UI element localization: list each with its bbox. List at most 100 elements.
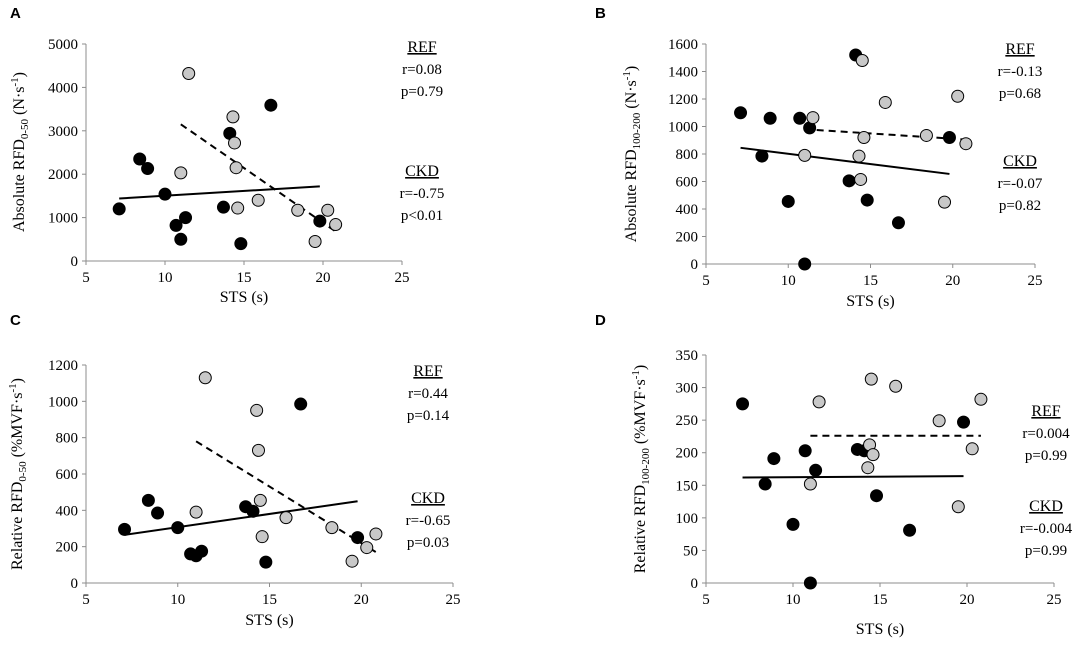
panel-c-ckd-point xyxy=(151,506,165,520)
panel-a-ref-heading: REF xyxy=(407,39,436,56)
panel-c-y-tick-label: 600 xyxy=(56,467,79,483)
panel-c-ref-point xyxy=(369,527,383,541)
panel-a-ref-stat: p=0.79 xyxy=(401,84,443,100)
panel-b-y-tick-label: 1000 xyxy=(668,120,698,136)
panel-a-x-tick-label: 20 xyxy=(316,270,331,286)
panel-d-ref-point xyxy=(812,395,826,409)
panel-d-y-tick-label: 50 xyxy=(683,543,698,559)
panel-b-y-tick-label: 200 xyxy=(676,230,699,246)
panel-b-ckd-point xyxy=(942,131,956,144)
panel-b-ref-point xyxy=(938,195,952,209)
panel-c-ckd-point xyxy=(246,504,260,518)
panel-b-ref-point xyxy=(959,137,973,151)
panel-b-ref-point xyxy=(855,54,869,67)
panel-d-y-tick-label: 100 xyxy=(676,511,699,527)
panel-d-ckd-stat: r=-0.004 xyxy=(1020,521,1073,537)
panel-a-y-tick-label: 1000 xyxy=(48,211,78,227)
panel-c-ref-stat: r=0.44 xyxy=(408,386,448,402)
panel-d-y-axis-title: Relative RFD100-200 (%MVF·s-1) xyxy=(630,365,652,574)
panel-d-x-tick-label: 25 xyxy=(1047,592,1062,608)
panel-b-ref-trend-line xyxy=(804,128,966,141)
panel-c-ckd-stat: r=-0.65 xyxy=(406,513,451,529)
panel-b-y-tick-label: 800 xyxy=(676,147,699,163)
panel-b-ckd-stat: r=-0.07 xyxy=(998,176,1043,192)
panel-c-x-tick-label: 10 xyxy=(170,592,185,608)
panel-b-ckd-point xyxy=(891,216,905,230)
panel-b-x-axis-title: STS (s) xyxy=(846,293,894,310)
panel-d-ckd-trend-line xyxy=(742,475,964,479)
panel-b-ckd-point xyxy=(860,193,874,207)
panel-a-ckd-point xyxy=(264,98,278,112)
panel-c-y-axis-title: Relative RFD0-50 (%MVF·s-1) xyxy=(7,378,29,570)
panel-b-y-tick-label: 600 xyxy=(676,175,699,191)
panel-a-ref-point xyxy=(228,136,242,150)
panel-a-ckd-stat: p<0.01 xyxy=(401,208,443,224)
panel-d-ref-point xyxy=(866,448,880,462)
panel-c-x-tick-label: 20 xyxy=(354,592,369,608)
panel-c-ref-point xyxy=(251,443,265,457)
panel-a-ckd-heading: CKD xyxy=(405,163,439,180)
panel-d-x-tick-label: 15 xyxy=(873,592,888,608)
panel-c-ckd-point xyxy=(259,555,273,569)
panel-c-ref-point xyxy=(250,403,264,417)
panel-c-ref-trend-line xyxy=(195,440,377,553)
panel-b-ref-point xyxy=(806,111,820,125)
panel-d-ckd-point xyxy=(809,463,823,477)
panel-d-ref-point xyxy=(932,414,946,428)
panel-c-y-tick-label: 0 xyxy=(71,576,79,592)
panel-b-ref-point xyxy=(798,148,812,162)
panel-a: A 0 1000 2000 3000 4000 5000 5 10 15 20 25 STS (s) Ab… xyxy=(9,5,444,306)
panel-a-ref-point xyxy=(291,203,305,217)
panel-a-x-tick-label: 25 xyxy=(395,270,410,286)
panel-d-x-tick-label: 5 xyxy=(702,592,710,608)
panel-d-ref-point xyxy=(861,461,875,475)
panel-a-ckd-point xyxy=(216,200,230,214)
panel-b-ckd-point xyxy=(842,174,856,188)
panel-c-x-tick-label: 5 xyxy=(82,592,90,608)
panel-c-ref-point xyxy=(345,554,359,568)
panel-a-ckd-point xyxy=(313,214,327,228)
panel-b-ref-point xyxy=(852,149,866,163)
panel-c-ref-point xyxy=(279,511,293,525)
panel-d-x-axis-title: STS (s) xyxy=(856,621,904,638)
panel-a-ckd-point xyxy=(112,202,126,216)
panel-d-ckd-point xyxy=(903,523,917,537)
panel-c-y-tick-label: 200 xyxy=(56,540,79,556)
panel-b-x-tick-label: 20 xyxy=(945,273,960,289)
panel-b-label: B xyxy=(595,5,606,22)
panel-a-ckd-point xyxy=(179,211,193,225)
panel-a-ckd-trend-line xyxy=(119,185,320,200)
panel-c-y-tick-label: 1000 xyxy=(48,394,78,410)
panel-a-ckd-point xyxy=(141,162,155,176)
panel-d-y-tick-label: 0 xyxy=(691,576,699,592)
panel-b-ckd-point xyxy=(781,194,795,208)
panel-d-ref-stat: r=0.004 xyxy=(1022,426,1070,442)
panel-c-x-axis-title: STS (s) xyxy=(245,612,293,629)
panel-a-ref-point xyxy=(231,201,245,215)
panel-d-ckd-point xyxy=(803,576,817,590)
panel-b-y-tick-label: 1200 xyxy=(668,92,698,108)
panel-b-ref-point xyxy=(951,89,965,103)
panel-a-y-axis-title: Absolute RFD0-50 (N·s-1) xyxy=(9,72,31,232)
panel-b: B 0 200 400 600 800 1000 1200 1400 1600 5 10 15 20 25 S… xyxy=(595,5,1043,310)
panel-d-y-tick-label: 150 xyxy=(676,478,699,494)
panel-d-ckd-heading: CKD xyxy=(1029,498,1063,515)
panel-b-ckd-point xyxy=(763,111,777,125)
panel-d-ckd-point xyxy=(870,489,884,503)
panel-b-y-axis-title: Absolute RFD100-200 (N·s-1) xyxy=(621,66,643,243)
panel-d-ckd-point xyxy=(957,415,971,429)
panel-d-ckd-point xyxy=(758,477,772,491)
panel-d-ref-heading: REF xyxy=(1031,403,1060,420)
panel-b-y-tick-label: 400 xyxy=(676,202,699,218)
panel-a-ref-stat: r=0.08 xyxy=(402,62,442,78)
panel-a-ckd-stat: r=-0.75 xyxy=(400,186,445,202)
panel-c-ckd-heading: CKD xyxy=(411,490,445,507)
panel-a-ckd-point xyxy=(174,232,188,246)
panel-a-x-tick-label: 5 xyxy=(82,270,90,286)
panel-d-ckd-point xyxy=(736,397,750,411)
panel-c-ckd-point xyxy=(141,493,155,507)
panel-b-ckd-point xyxy=(755,149,769,163)
panel-a-ref-point xyxy=(321,203,335,217)
panel-c-ref-point xyxy=(198,371,212,385)
